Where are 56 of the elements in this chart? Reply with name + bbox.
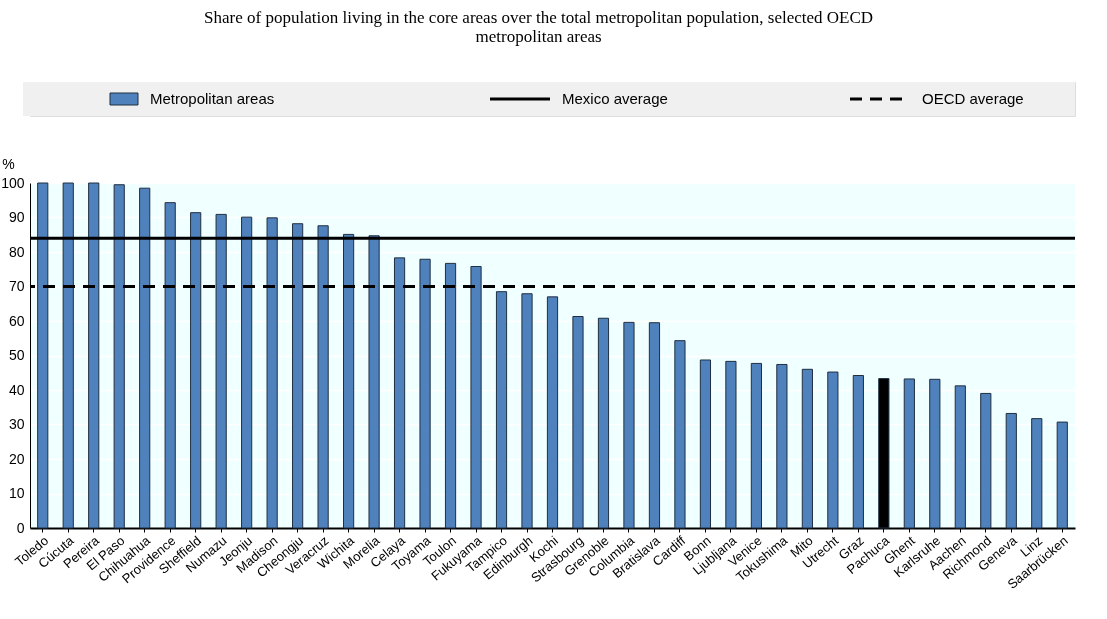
legend-label: Metropolitan areas <box>150 90 275 107</box>
legend-label: OECD average <box>922 90 1024 107</box>
bar <box>521 293 533 529</box>
bar <box>292 223 304 529</box>
bar <box>674 340 686 529</box>
bar <box>139 187 151 529</box>
bar <box>113 184 125 529</box>
bar <box>393 257 406 529</box>
y-tick-label: 60 <box>8 312 25 329</box>
bar <box>190 212 202 529</box>
chart-title: Share of population living in the core areas over the total metropolitan population, selected OECD metropolitan areas <box>204 7 874 46</box>
bar <box>1031 418 1043 529</box>
bar <box>725 360 737 529</box>
y-tick-label: 80 <box>8 243 25 260</box>
legend-label: Mexico average <box>562 90 668 107</box>
bar <box>954 385 966 529</box>
y-tick-label: 0 <box>16 519 25 536</box>
y-tick-label: 30 <box>8 416 25 432</box>
bar <box>419 258 431 529</box>
y-tick-label: 70 <box>8 278 25 294</box>
bar <box>241 216 253 529</box>
bar <box>648 322 661 529</box>
bar <box>1056 421 1068 529</box>
bar <box>266 217 278 529</box>
y-tick-label: 90 <box>8 209 25 225</box>
y-tick-label: 10 <box>8 485 25 501</box>
y-tick-label: 40 <box>8 381 25 398</box>
bar <box>88 182 100 529</box>
bar <box>572 316 584 529</box>
bar <box>37 182 49 529</box>
bar <box>546 296 559 529</box>
bar <box>801 368 813 529</box>
y-tick-label: 100 <box>1 174 25 191</box>
bar <box>699 359 712 529</box>
bar <box>62 182 74 529</box>
bar <box>317 225 329 529</box>
bar <box>368 235 380 529</box>
bar <box>597 317 610 529</box>
bar <box>623 321 635 529</box>
bar <box>852 375 864 529</box>
y-tick-label: 50 <box>8 347 25 363</box>
bar <box>776 363 788 529</box>
bar <box>827 371 839 529</box>
bar <box>444 262 457 529</box>
bar <box>470 265 482 529</box>
bar <box>980 392 992 529</box>
y-tick-label: 20 <box>8 450 25 467</box>
bar <box>929 378 941 529</box>
bar <box>750 362 762 529</box>
y-axis-title: % <box>2 155 15 172</box>
bar <box>495 291 508 529</box>
bar <box>215 213 227 529</box>
bar <box>1005 412 1017 529</box>
bar <box>343 233 355 529</box>
bar <box>903 378 915 529</box>
bar <box>164 202 176 529</box>
